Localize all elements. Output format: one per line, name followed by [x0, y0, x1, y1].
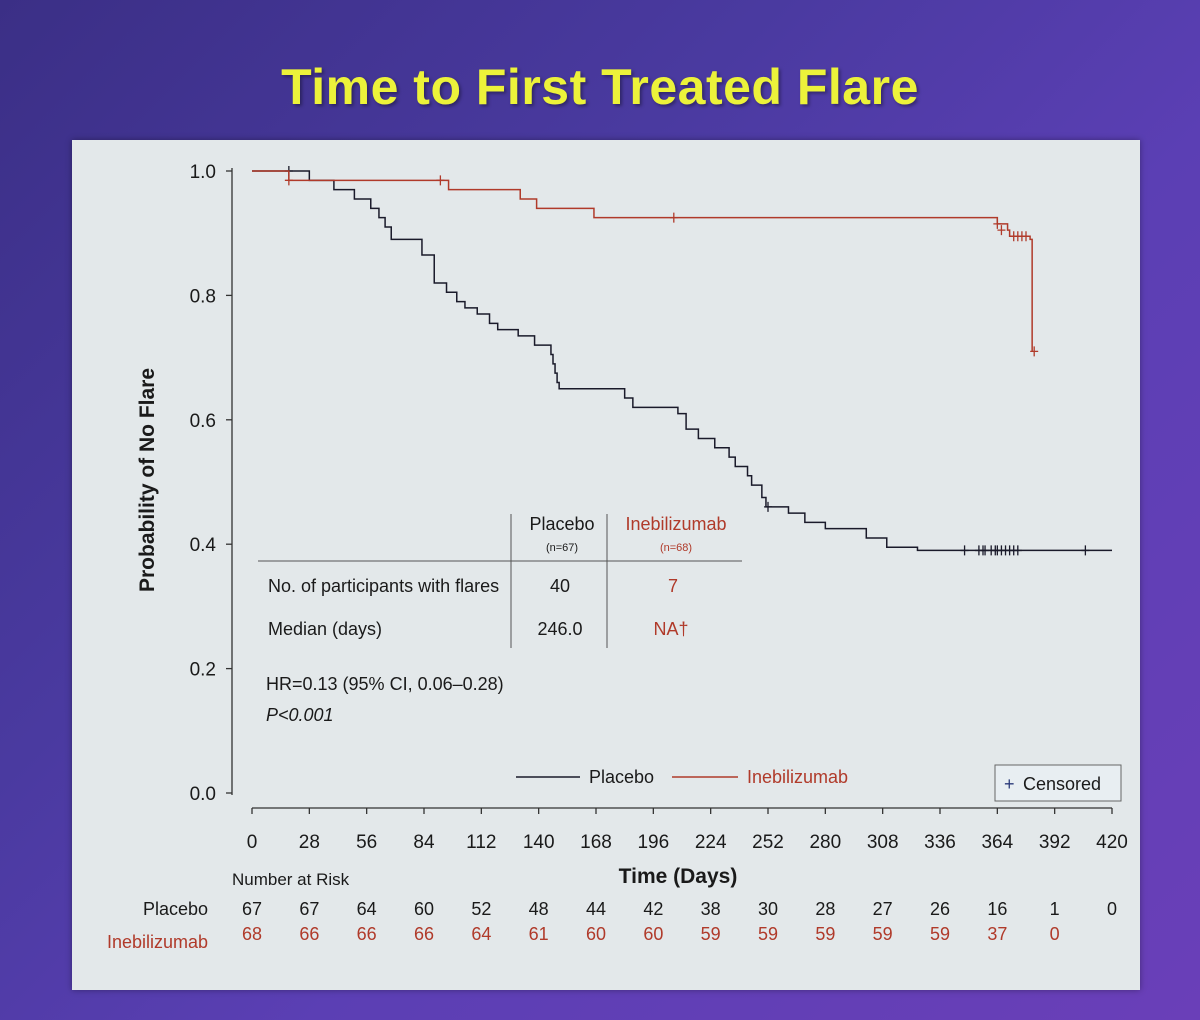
risk-value: 44 — [586, 899, 606, 919]
x-tick-label: 112 — [466, 832, 496, 853]
x-tick-label: 280 — [809, 832, 841, 853]
risk-value: 0 — [1107, 899, 1117, 919]
risk-row-label-inebilizumab: Inebilizumab — [107, 932, 208, 952]
chart-panel — [72, 140, 1140, 990]
y-axis-ticks: 0.0 0.2 0.4 0.6 0.8 1.0 — [190, 162, 232, 805]
legend: Placebo Inebilizumab — [516, 767, 848, 787]
censor-mark-inebilizumab — [669, 212, 678, 223]
risk-value: 66 — [414, 924, 434, 944]
table-row-label-flares: No. of participants with flares — [268, 576, 499, 596]
risk-value: 61 — [529, 924, 549, 944]
censor-mark-inebilizumab — [1030, 346, 1039, 357]
censor-mark-inebilizumab — [997, 225, 1006, 236]
risk-value: 28 — [815, 899, 835, 919]
censored-legend-label: Censored — [1023, 774, 1101, 794]
risk-value: 64 — [357, 899, 377, 919]
censor-mark-inebilizumab — [284, 175, 293, 186]
risk-value: 67 — [242, 899, 262, 919]
risk-value: 16 — [987, 899, 1007, 919]
risk-value: 42 — [643, 899, 663, 919]
x-tick-label: 0 — [247, 832, 258, 853]
x-axis-label: Time (Days) — [619, 865, 738, 888]
table-cell-median-placebo: 246.0 — [537, 619, 582, 639]
x-tick-label: 224 — [695, 832, 727, 853]
legend-label-placebo: Placebo — [589, 767, 654, 787]
p-value-text: P<0.001 — [266, 705, 334, 725]
risk-value: 59 — [758, 924, 778, 944]
censor-mark-placebo — [960, 545, 969, 556]
legend-label-inebilizumab: Inebilizumab — [747, 767, 848, 787]
risk-value: 27 — [873, 899, 893, 919]
censor-mark-inebilizumab — [1022, 231, 1030, 242]
x-tick-label: 84 — [413, 832, 435, 853]
y-tick-label: 0.0 — [190, 784, 216, 805]
y-axis-label: Probability of No Flare — [136, 368, 159, 592]
x-tick-label: 420 — [1096, 832, 1128, 853]
x-axis-ticks: 0 28 56 84 112 140 168 196 224 252 280 308 336 364 392… — [247, 808, 1128, 853]
risk-values: 67 67 64 60 52 48 44 42 38 30 28 27 26 16 1 068 66 66 66 64… — [242, 899, 1117, 944]
censor-mark-inebilizumab — [993, 218, 1002, 229]
risk-value: 0 — [1050, 924, 1060, 944]
y-tick-label: 0.6 — [190, 411, 216, 432]
y-tick-label: 0.4 — [190, 535, 217, 556]
risk-value: 26 — [930, 899, 950, 919]
risk-value: 68 — [242, 924, 262, 944]
table-header-placebo: Placebo — [529, 514, 594, 534]
risk-value: 59 — [701, 924, 721, 944]
slide-title: Time to First Treated Flare — [281, 59, 919, 115]
censor-mark-placebo — [764, 501, 772, 512]
risk-row-label-placebo: Placebo — [143, 899, 208, 919]
table-header-inebilizumab: Inebilizumab — [625, 514, 726, 534]
table-cell-flares-inebilizumab: 7 — [668, 576, 678, 596]
table-cell-median-inebilizumab: NA† — [653, 619, 688, 639]
risk-value: 37 — [987, 924, 1007, 944]
risk-value: 67 — [299, 899, 319, 919]
risk-value: 1 — [1050, 899, 1060, 919]
risk-value: 52 — [471, 899, 491, 919]
x-tick-label: 168 — [580, 832, 612, 853]
km-curves — [252, 166, 1112, 556]
table-cell-flares-placebo: 40 — [550, 576, 570, 596]
risk-value: 59 — [815, 924, 835, 944]
x-tick-label: 392 — [1039, 832, 1071, 853]
censor-mark-placebo — [1013, 545, 1022, 556]
table-row-label-median: Median (days) — [268, 619, 382, 639]
curve-inebilizumab — [252, 170, 1033, 352]
x-tick-label: 336 — [924, 832, 956, 853]
x-tick-label: 308 — [867, 832, 899, 853]
risk-value: 38 — [701, 899, 721, 919]
x-tick-label: 28 — [299, 832, 320, 853]
risk-value: 30 — [758, 899, 778, 919]
risk-value: 59 — [930, 924, 950, 944]
x-tick-label: 56 — [356, 832, 377, 853]
y-tick-label: 0.8 — [190, 286, 216, 307]
y-tick-label: 0.2 — [190, 660, 216, 681]
hazard-ratio-text: HR=0.13 (95% CI, 0.06–0.28) — [266, 674, 504, 694]
risk-value: 59 — [873, 924, 893, 944]
risk-value: 64 — [471, 924, 491, 944]
censor-mark-placebo — [1081, 545, 1090, 556]
summary-table: Placebo Inebilizumab (n=67) (n=68) No. o… — [258, 514, 742, 648]
x-tick-label: 364 — [981, 832, 1013, 853]
x-tick-label: 196 — [637, 832, 669, 853]
risk-value: 66 — [357, 924, 377, 944]
x-tick-label: 140 — [523, 832, 555, 853]
table-subheader-placebo: (n=67) — [546, 542, 578, 554]
censor-mark-inebilizumab — [436, 175, 445, 186]
risk-value: 60 — [586, 924, 606, 944]
table-subheader-inebilizumab: (n=68) — [660, 542, 692, 554]
risk-value: 48 — [529, 899, 549, 919]
risk-value: 60 — [414, 899, 434, 919]
y-tick-label: 1.0 — [190, 162, 216, 183]
censored-plus-icon: + — [1004, 774, 1015, 794]
risk-value: 66 — [299, 924, 319, 944]
risk-value: 60 — [643, 924, 663, 944]
risk-table-title: Number at Risk — [232, 870, 350, 889]
censored-legend-box — [994, 764, 1122, 802]
censored-legend: + Censored — [994, 764, 1122, 802]
curve-placebo — [252, 170, 1112, 552]
x-tick-label: 252 — [752, 832, 784, 853]
